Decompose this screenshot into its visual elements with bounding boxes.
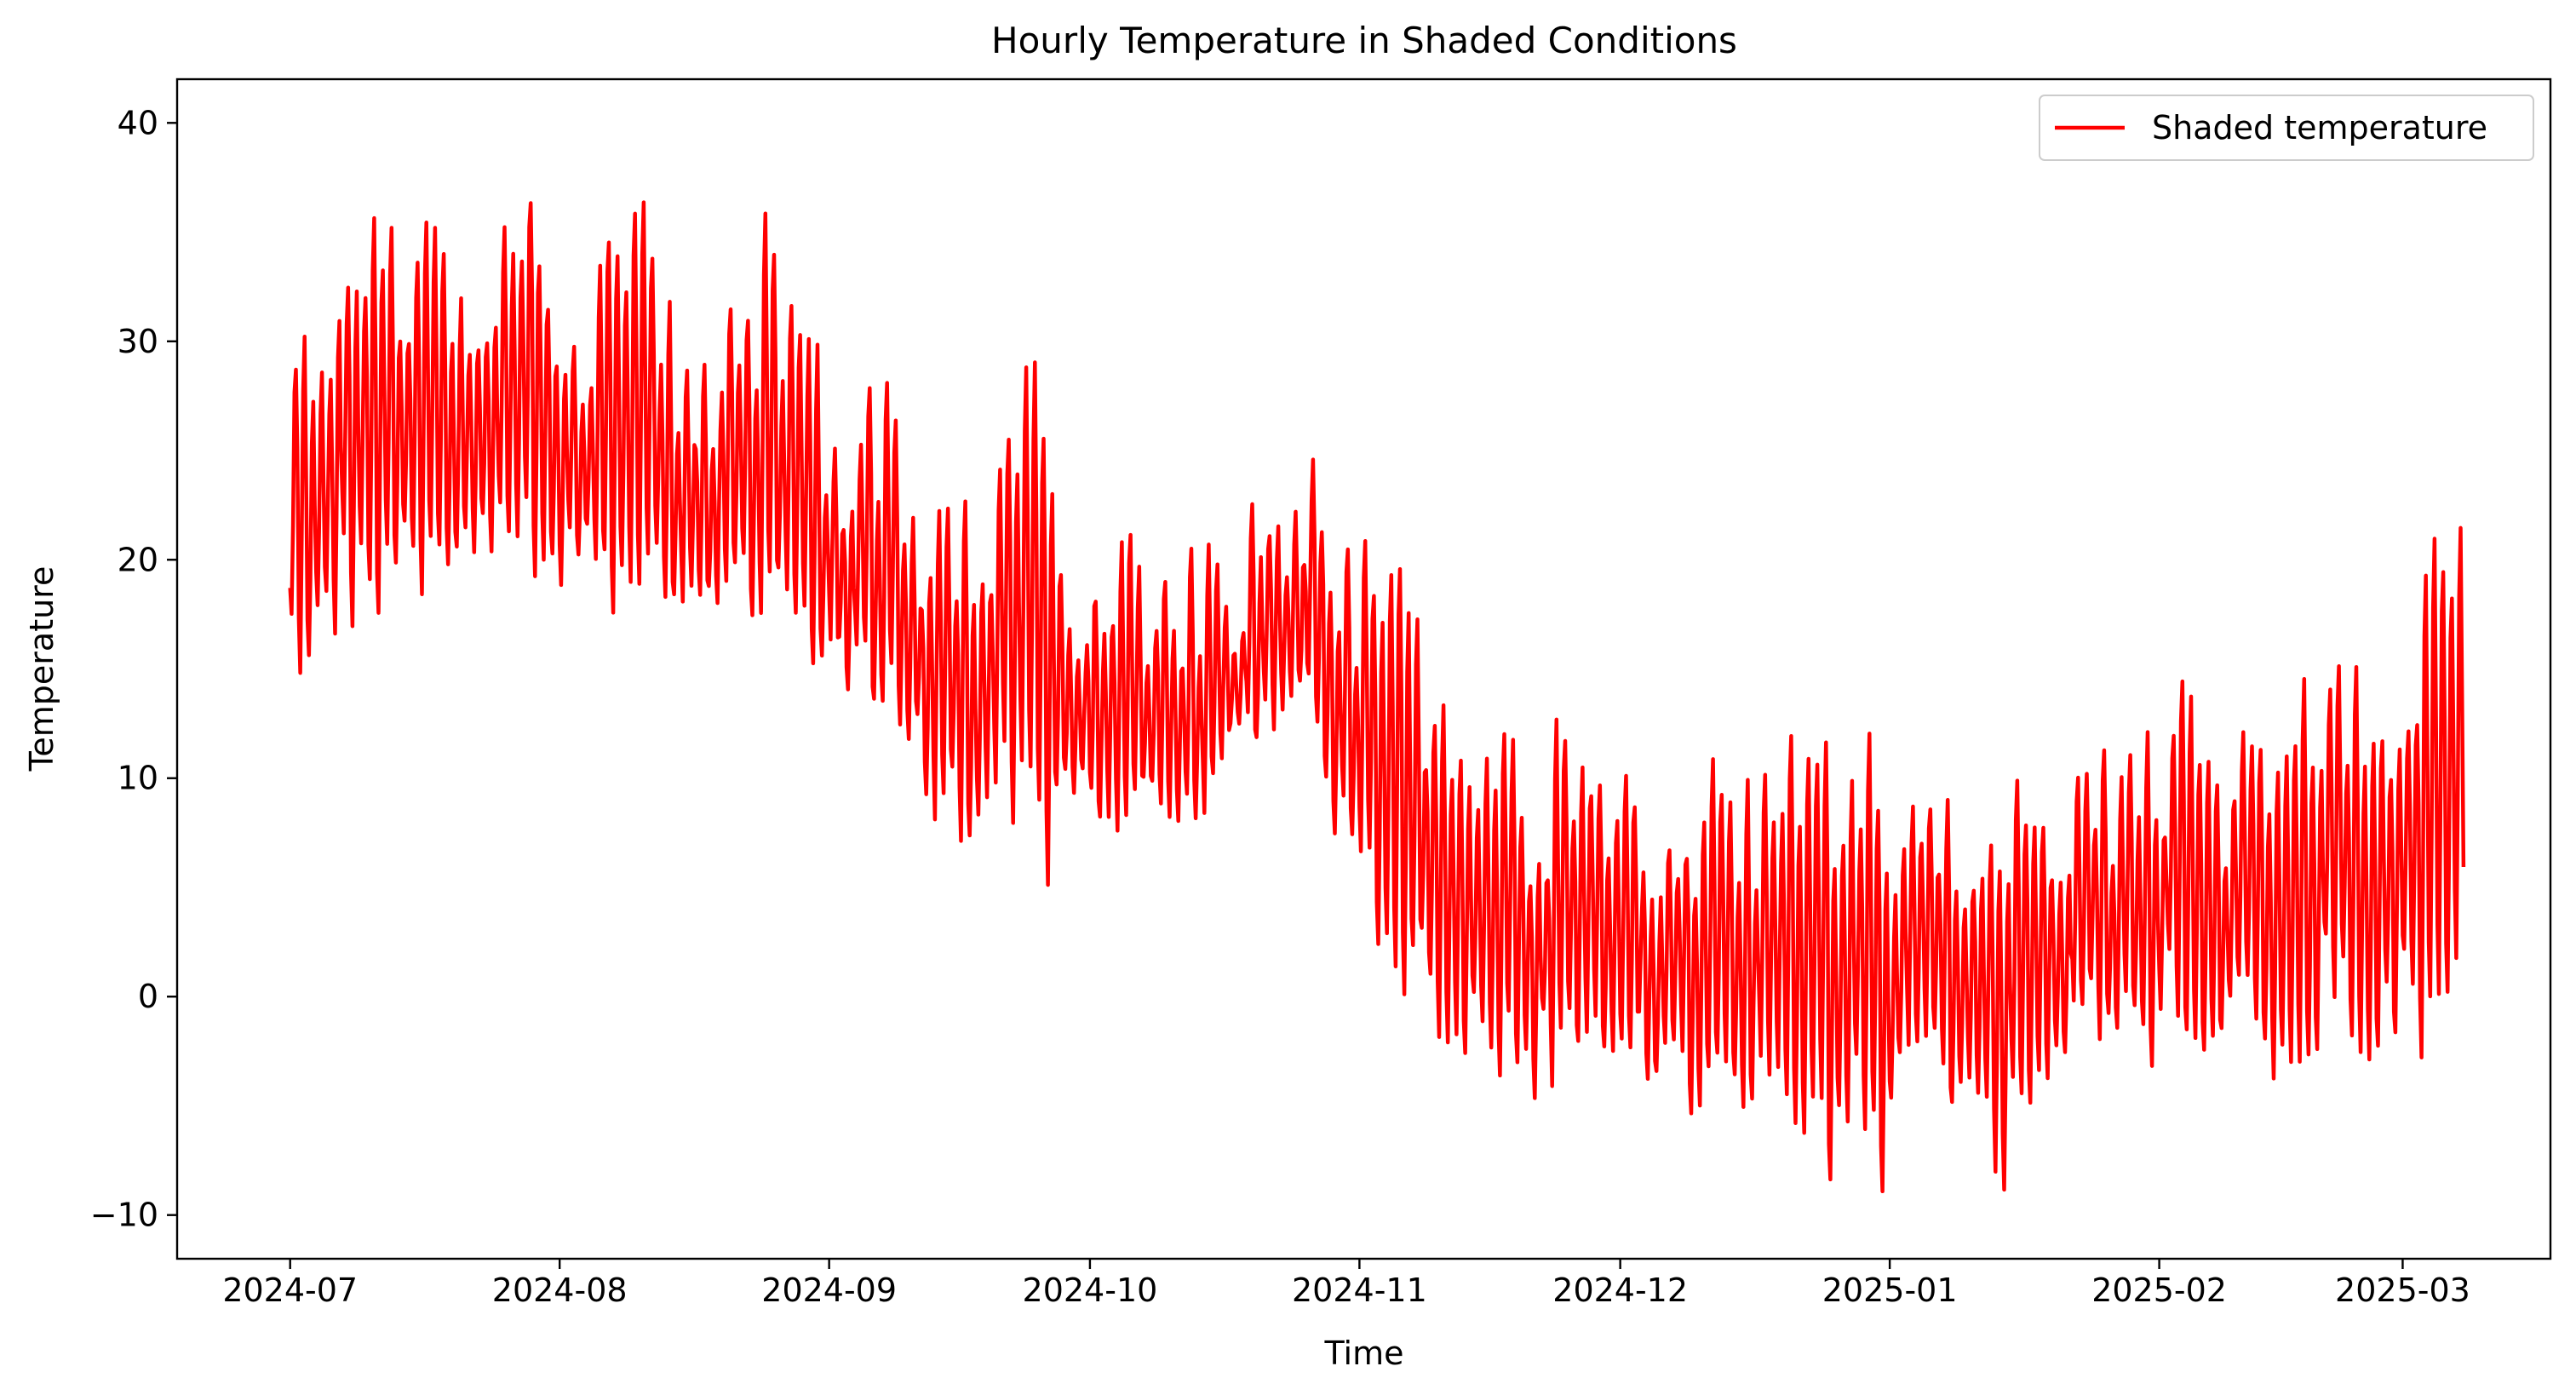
legend: Shaded temperature — [2039, 95, 2534, 161]
y-tick-label: 30 — [118, 323, 158, 360]
x-axis-label: Time — [1324, 1335, 1404, 1372]
legend-entry-shaded-temperature: Shaded temperature — [2152, 109, 2487, 146]
x-tick-label: 2024-10 — [1023, 1272, 1158, 1309]
x-tick-label: 2024-11 — [1292, 1272, 1427, 1309]
y-axis-label: Temperature — [23, 566, 60, 772]
series-line-shaded-temperature — [288, 200, 2466, 1194]
x-tick-label: 2025-01 — [1822, 1272, 1958, 1309]
plot-frame — [175, 78, 2552, 1260]
x-axis: 2024-07 2024-08 2024-09 2024-10 2024-11 2024-… — [222, 1259, 2470, 1309]
y-tick-label: 0 — [138, 978, 158, 1015]
y-axis: −10 0 10 20 30 40 — [90, 104, 177, 1234]
y-tick-label: −10 — [90, 1197, 158, 1234]
y-tick-label: 20 — [118, 541, 158, 578]
x-tick-label: 2024-12 — [1552, 1272, 1688, 1309]
chart-title: Hourly Temperature in Shaded Conditions — [991, 20, 1737, 61]
x-tick-label: 2025-02 — [2091, 1272, 2227, 1309]
x-tick-label: 2024-07 — [222, 1272, 358, 1309]
x-tick-label: 2024-09 — [761, 1272, 897, 1309]
y-tick-label: 40 — [118, 104, 158, 141]
series-layer — [288, 200, 2466, 1194]
x-tick-label: 2025-03 — [2335, 1272, 2470, 1309]
legend-box — [2039, 95, 2534, 161]
x-tick-label: 2024-08 — [492, 1272, 628, 1309]
y-tick-label: 10 — [118, 760, 158, 797]
